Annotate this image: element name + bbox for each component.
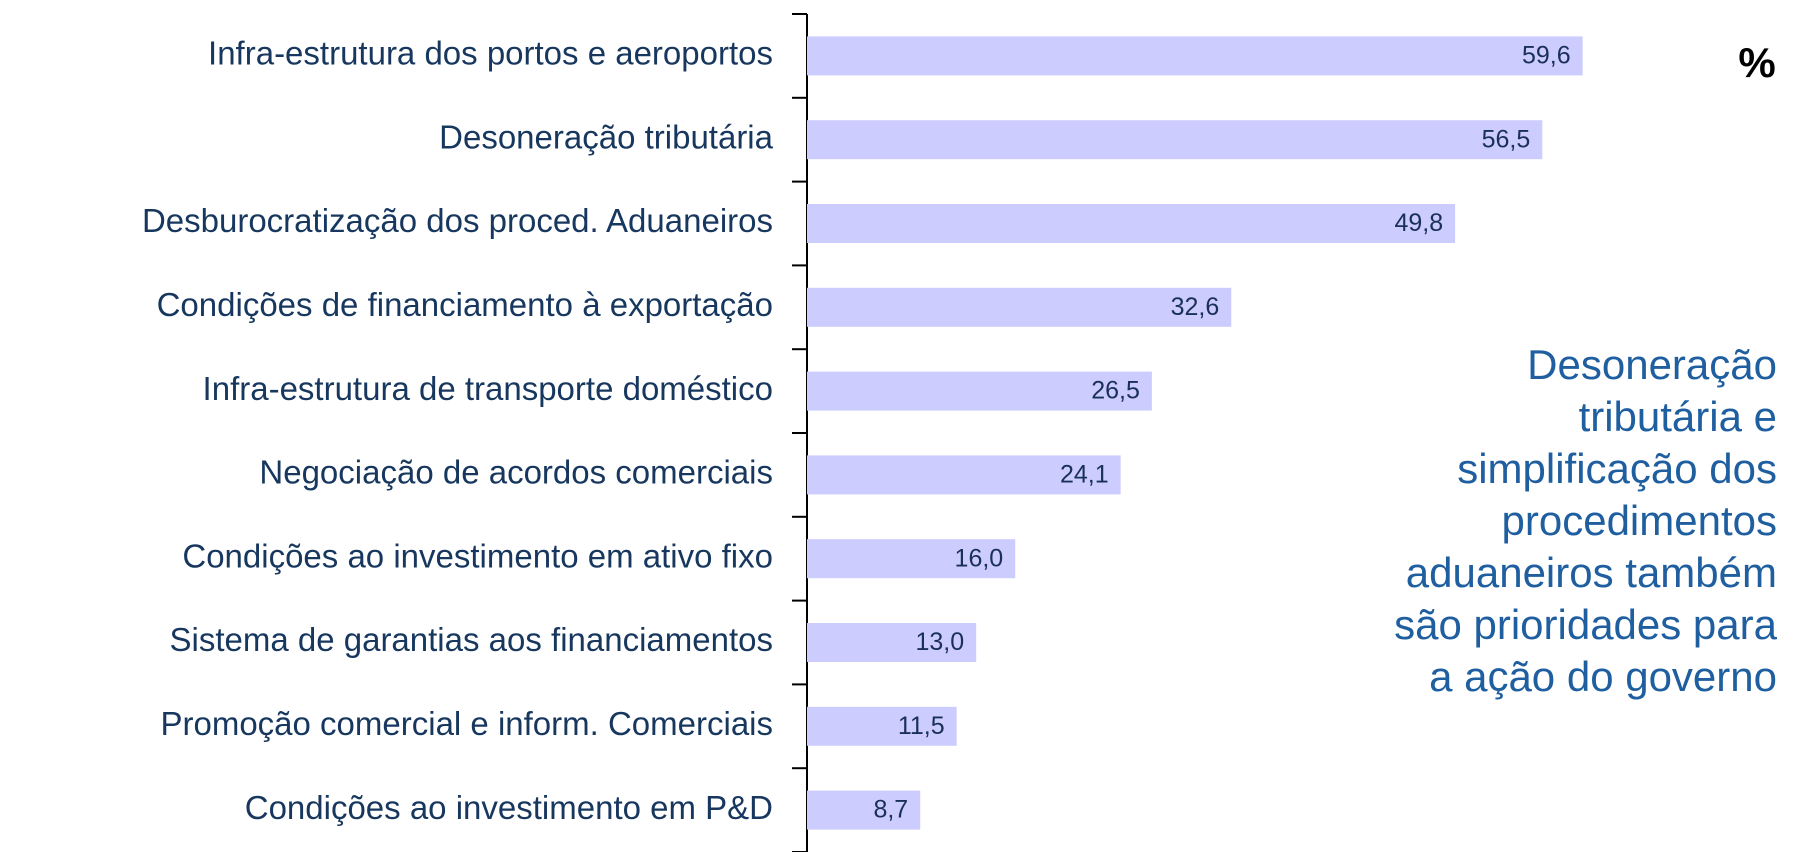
category-label: Negociação de acordos comerciais	[259, 454, 773, 491]
bar	[807, 120, 1543, 160]
category-label: Desburocratização dos proced. Aduaneiros	[142, 202, 773, 239]
annotation-line: são prioridades para	[1394, 601, 1778, 648]
annotation-line: aduaneiros também	[1406, 549, 1777, 596]
category-label: Sistema de garantias aos financiamentos	[169, 621, 773, 658]
bar	[807, 287, 1232, 327]
unit-label: %	[1738, 39, 1775, 86]
annotation-line: a ação do governo	[1429, 653, 1777, 700]
bar	[807, 706, 957, 746]
category-label: Condições ao investimento em ativo fixo	[182, 537, 773, 574]
value-label: 56,5	[1482, 125, 1531, 153]
category-label: Desoneração tributária	[439, 118, 773, 155]
value-label: 49,8	[1394, 209, 1443, 237]
annotation-line: simplificação dos	[1457, 445, 1777, 492]
bar	[807, 455, 1121, 495]
bar	[807, 204, 1456, 243]
category-label: Condições ao investimento em P&D	[245, 789, 773, 826]
value-label: 26,5	[1091, 377, 1140, 405]
annotation-line: procedimentos	[1502, 497, 1777, 544]
value-label: 24,1	[1060, 461, 1109, 489]
category-label: Infra-estrutura de transporte doméstico	[203, 370, 773, 407]
value-label: 8,7	[873, 796, 908, 824]
value-label: 16,0	[955, 544, 1004, 572]
value-label: 13,0	[916, 628, 965, 656]
annotation-line: Desoneração	[1527, 341, 1777, 388]
bar	[807, 371, 1152, 411]
category-label: Infra-estrutura dos portos e aeroportos	[208, 35, 773, 72]
category-label: Condições de financiamento à exportação	[157, 286, 773, 323]
bar	[807, 623, 977, 662]
annotation-line: tributária e	[1579, 393, 1777, 440]
value-label: 59,6	[1522, 42, 1571, 70]
bar	[807, 790, 921, 830]
value-label: 11,5	[898, 712, 945, 740]
category-label: Promoção comercial e inform. Comerciais	[160, 705, 773, 742]
bar	[807, 539, 1016, 579]
value-label: 32,6	[1171, 293, 1220, 321]
bar	[807, 36, 1583, 76]
